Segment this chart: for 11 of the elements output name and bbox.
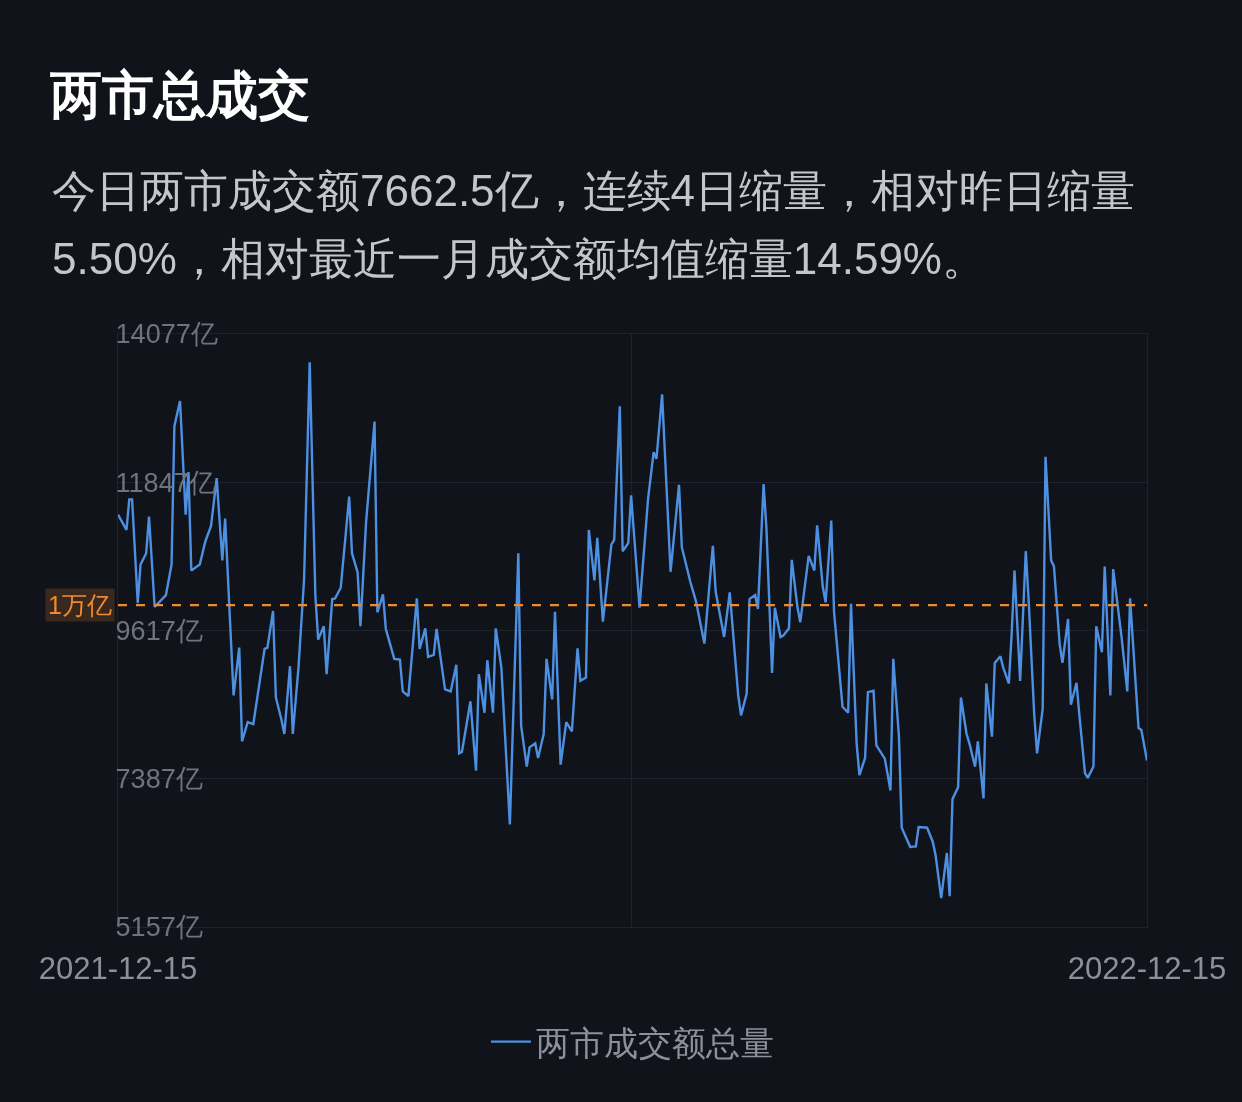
chart-title: 两市总成交 [49,66,310,125]
legend-label: 两市成交额总量 [536,1023,774,1062]
ref-line-label: 1万亿 [48,591,112,619]
line-series [118,361,1147,900]
x-tick-label: 2022-12-15 [1067,951,1227,987]
x-tick-label: 2021-12-15 [38,951,198,987]
y-tick-label: 9617亿 [115,615,203,646]
y-tick-label: 5157亿 [115,912,203,943]
chart-subtitle: 今日两市成交额7662.5亿，连续4日缩量，相对昨日缩量5.50%，相对最近一月成交额均值缩量14.59%。 [52,166,1136,283]
y-tick-label: 7387亿 [115,764,203,795]
y-tick-label: 14077亿 [115,319,218,350]
